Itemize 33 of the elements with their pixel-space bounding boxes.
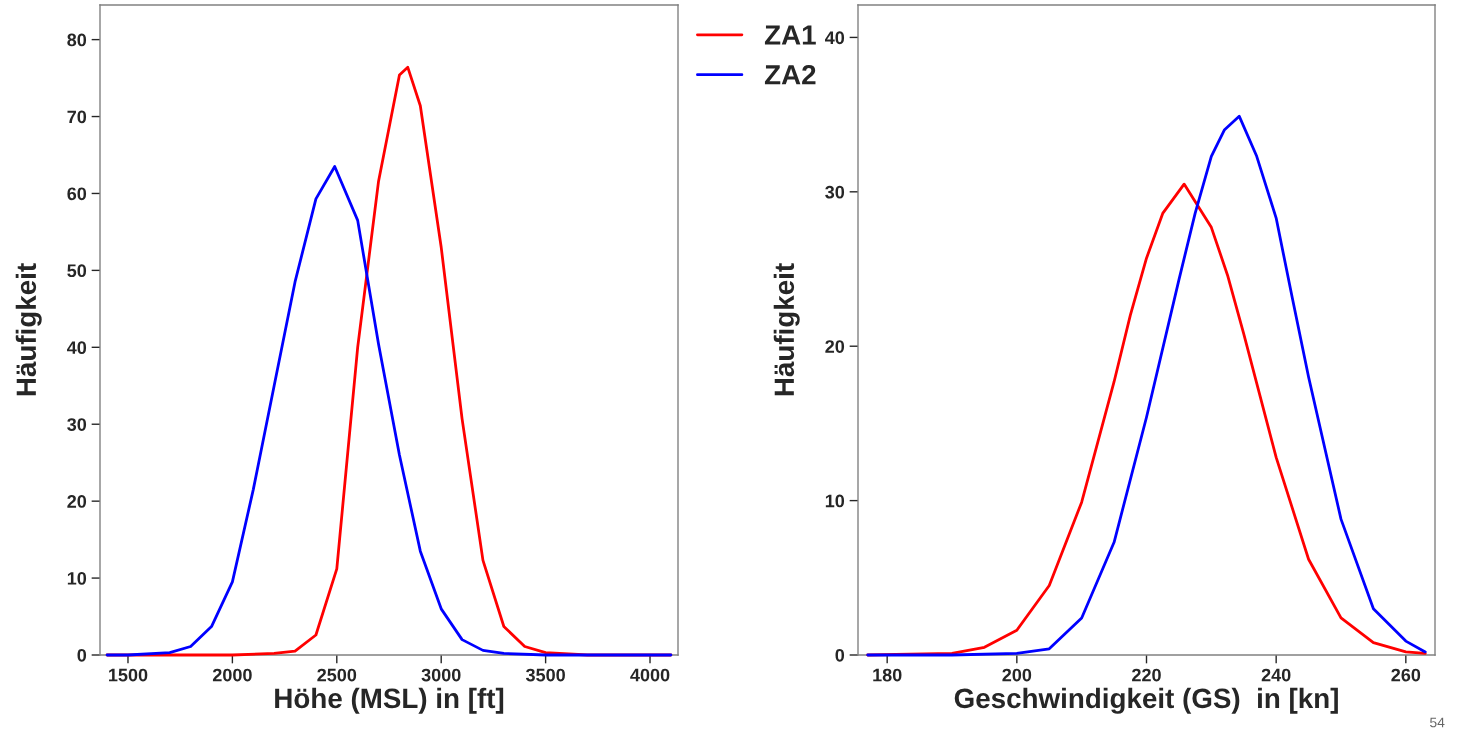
y-tick-label: 30 [67,418,87,431]
y-axis-title: Häufigkeit [15,263,42,396]
line-series [105,165,673,657]
y-tick-label: 10 [67,572,87,585]
x-axis-title: Höhe (MSL) in [ft] [275,687,504,714]
x-tick-label: 4000 [630,668,670,682]
y-tick-label: 20 [67,495,87,508]
y-tick-label: 0 [77,648,87,662]
y-axis-title: Häufigkeit [773,263,800,396]
x-tick-label: 1500 [109,668,148,682]
x-axis-title: Geschwindigkeit (GS) in [kn] [954,687,1338,714]
x-tick-label: 3000 [421,668,461,682]
text: 54 [1430,717,1445,728]
x-tick-label: 3500 [525,668,565,682]
y-tick-label: 50 [67,264,87,278]
y-tick-label: 60 [67,187,87,201]
x-tick-label: 220 [1132,668,1161,682]
y-tick-label: 80 [67,33,87,47]
x-tick-label: 2000 [212,668,252,682]
x-tick-label: 200 [1002,668,1032,682]
y-tick-label: 10 [825,494,845,508]
x-tick-label: 2500 [317,668,357,682]
x-tick-label: 260 [1391,668,1421,682]
y-tick-label: 40 [67,341,87,355]
legend-label: ZA2 [764,64,816,85]
legend-label: ZA1 [764,25,816,45]
y-tick-label: 30 [825,185,845,199]
x-tick-label: 240 [1261,668,1291,682]
y-tick-label: 20 [825,340,845,353]
y-tick-label: 70 [67,110,87,124]
y-tick-label: 0 [835,648,845,662]
x-tick-label: 180 [873,668,902,682]
y-tick-label: 40 [825,31,845,45]
